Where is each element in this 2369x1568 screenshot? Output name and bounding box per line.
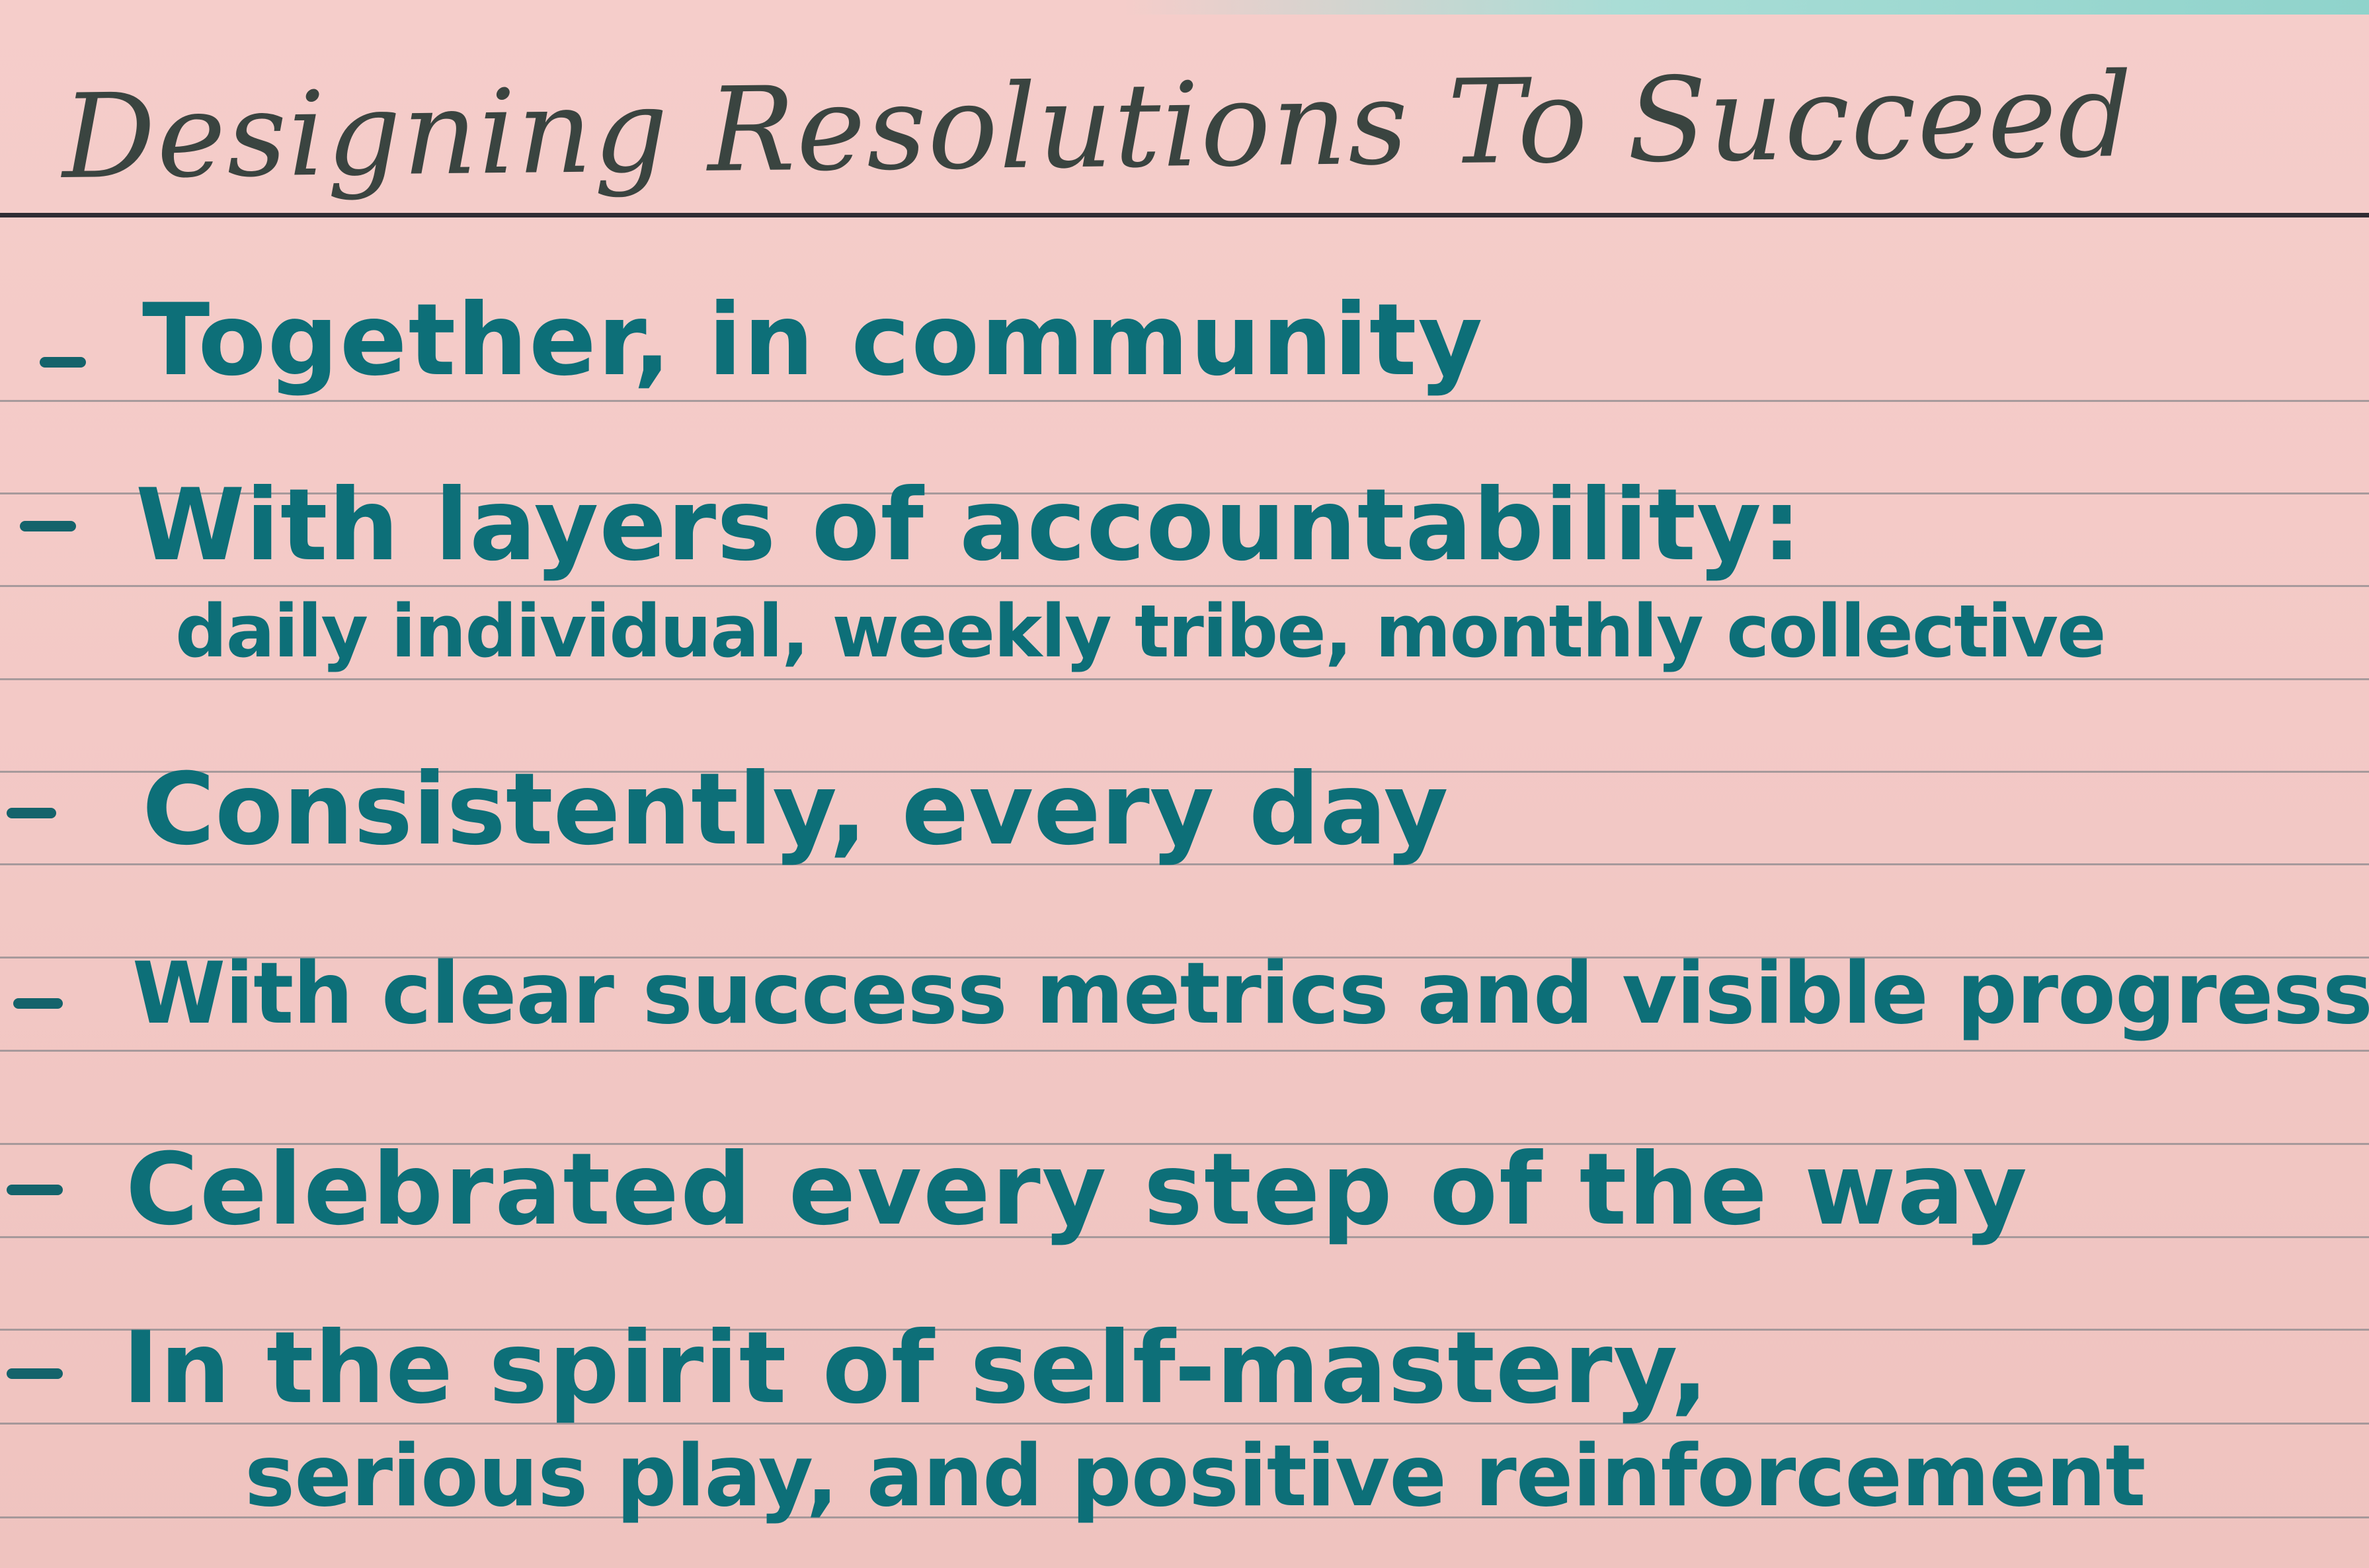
ruled-line: [0, 1329, 2369, 1331]
list-item: With clear success metrics and visible p…: [132, 945, 2369, 1043]
bullet-dash: [40, 357, 86, 368]
list-item: Consistently, every day: [142, 752, 1449, 867]
bullet-dash: [7, 1368, 63, 1379]
header-rule: [0, 213, 2369, 217]
ruled-line: [0, 400, 2369, 402]
list-item-continuation: serious play, and positive reinforcement: [245, 1427, 2146, 1526]
list-item: With layers of accountability:: [136, 468, 1802, 583]
ruled-line: [0, 771, 2369, 773]
ruled-line: [0, 492, 2369, 494]
ruled-line: [0, 1236, 2369, 1238]
list-item: Celebrated every step of the way: [126, 1132, 2029, 1247]
ruled-line: [0, 1423, 2369, 1425]
ruled-line: [0, 1516, 2369, 1518]
ruled-line: [0, 1143, 2369, 1145]
ruled-line: [0, 678, 2369, 680]
ruled-line: [0, 585, 2369, 587]
list-item: Together, in community: [142, 283, 1484, 398]
bullet-dash: [20, 521, 76, 531]
bullet-dash: [7, 1185, 63, 1195]
card-top-edge: [1124, 0, 2369, 15]
ruled-line: [0, 1050, 2369, 1052]
list-item: In the spirit of self-mastery,: [122, 1311, 1709, 1426]
bullet-dash: [7, 808, 56, 818]
card-title: Designing Resolutions To Succeed: [61, 48, 2134, 205]
bullet-dash: [13, 998, 63, 1009]
ruled-line: [0, 863, 2369, 865]
list-item-continuation: daily individual, weekly tribe, monthly …: [175, 589, 2107, 674]
ruled-line: [0, 957, 2369, 959]
